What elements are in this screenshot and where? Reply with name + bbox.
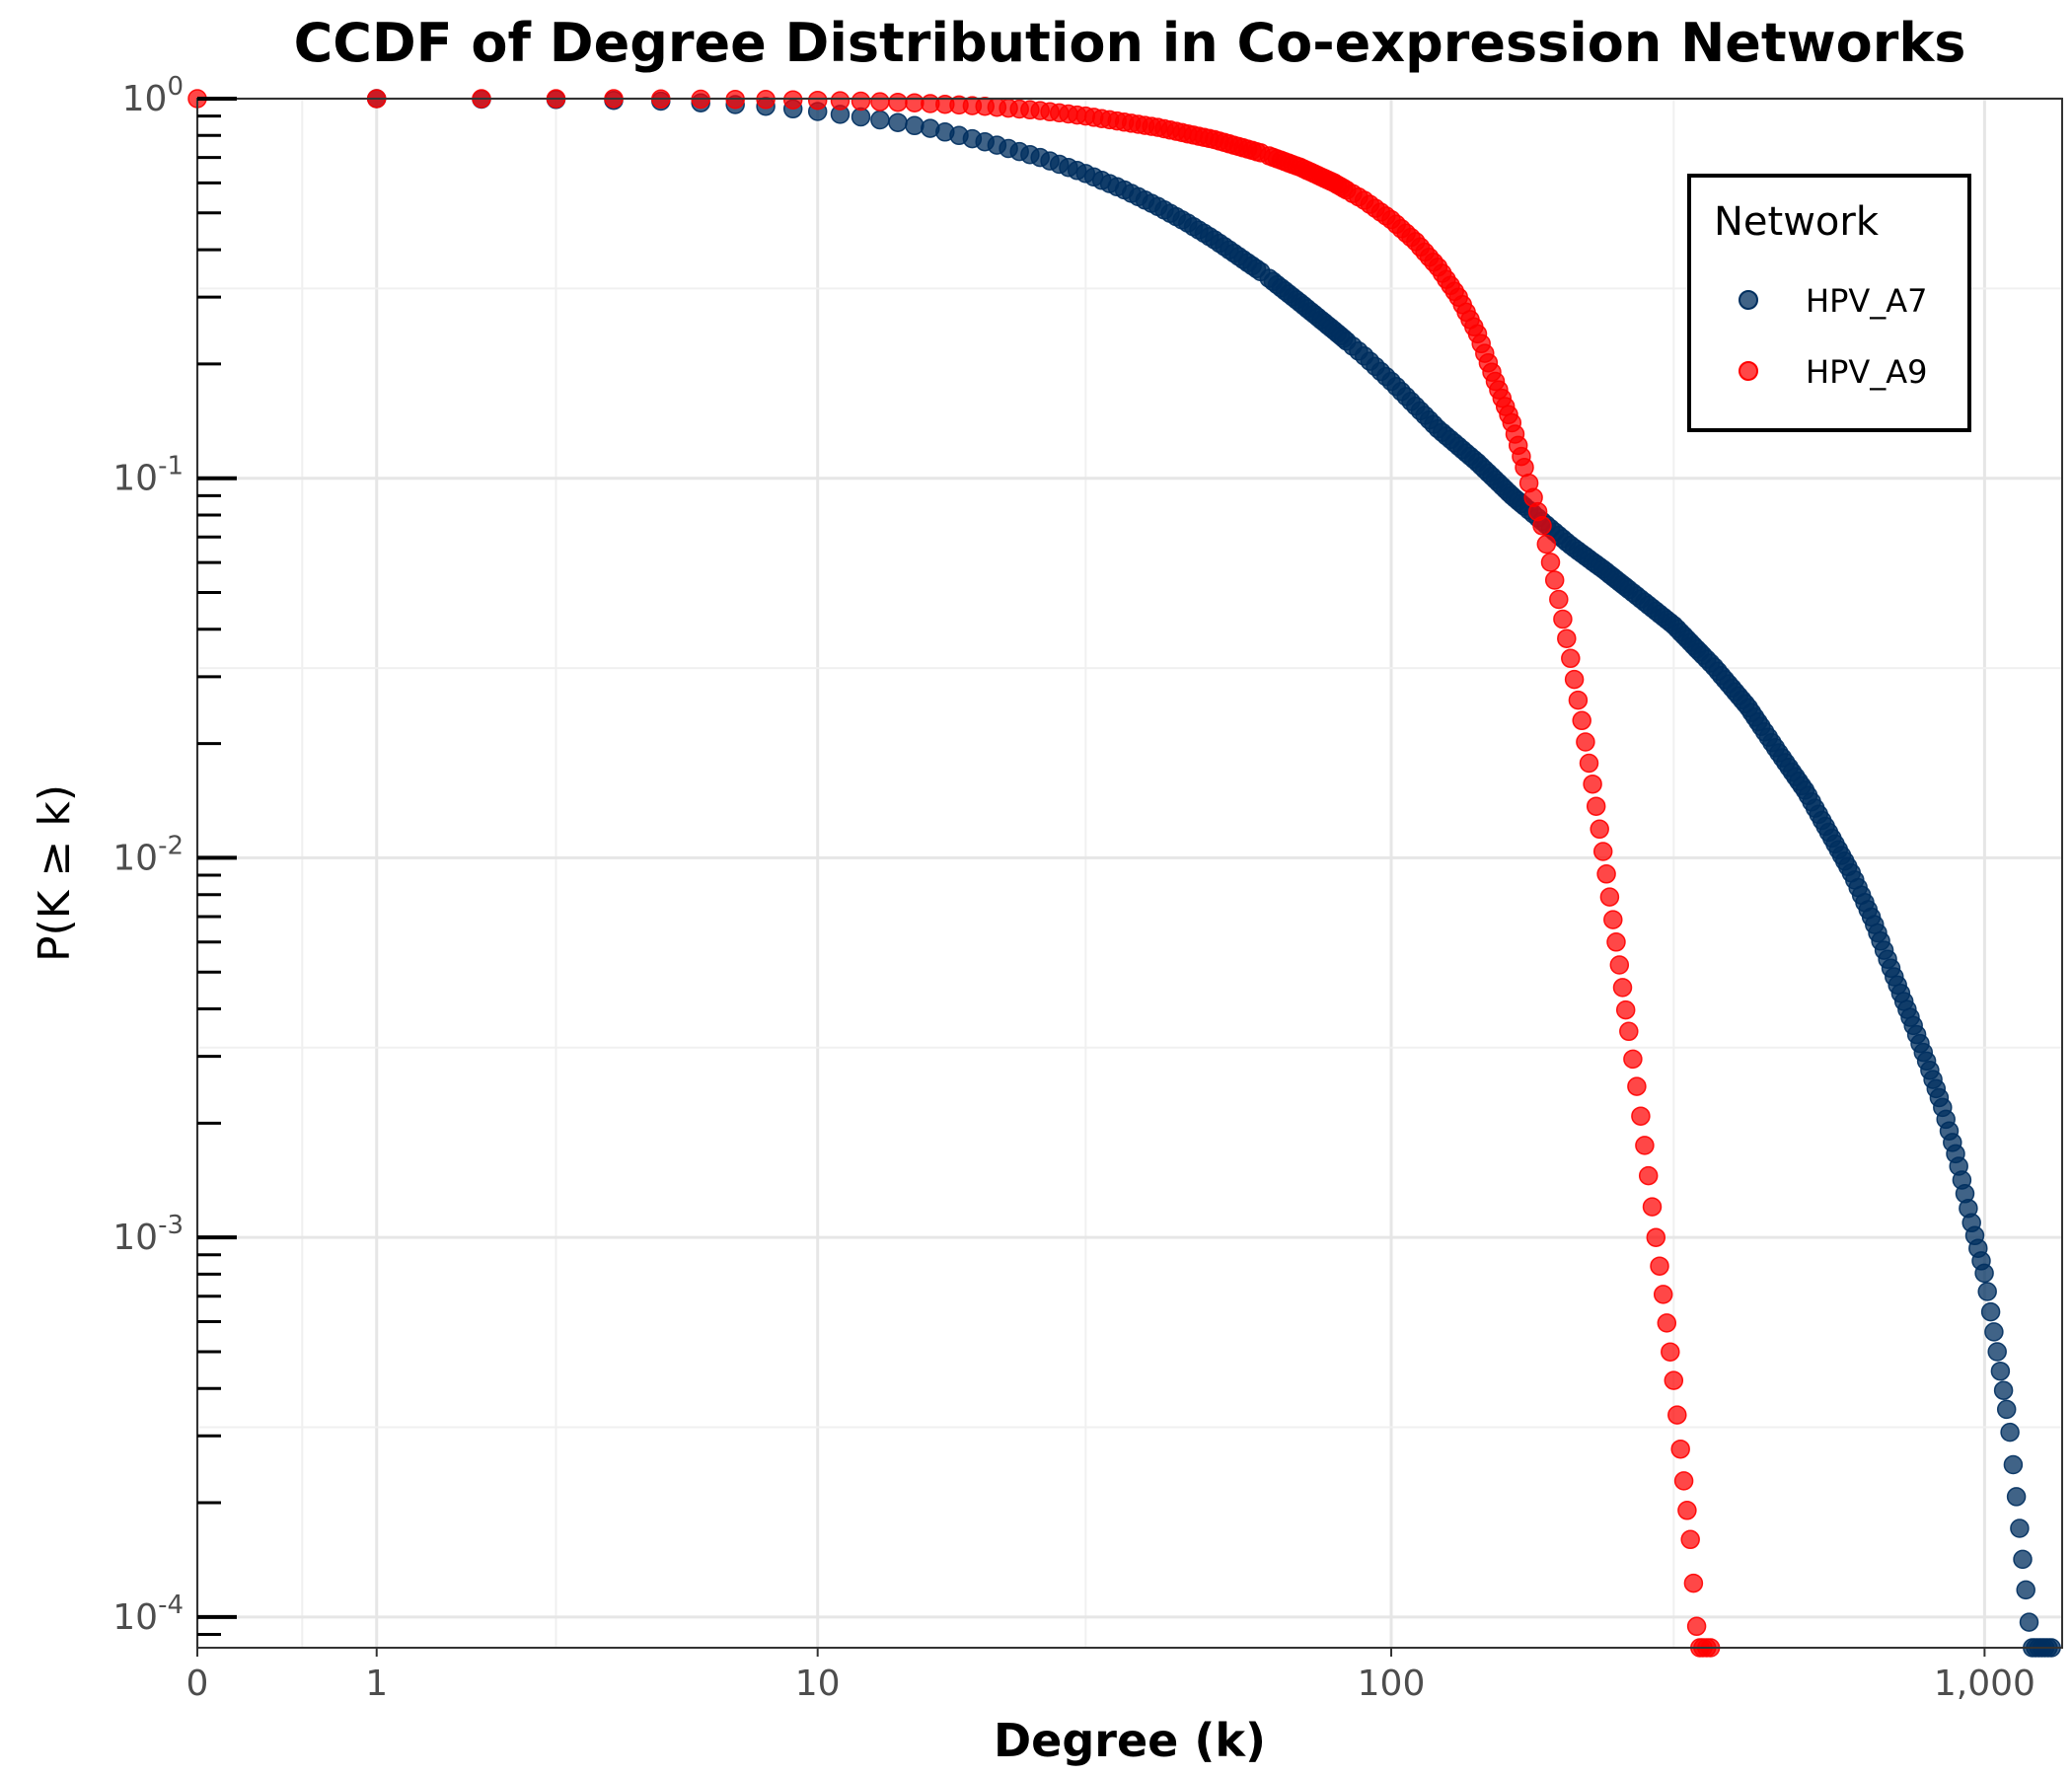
y-tick-label-2: 10-2 xyxy=(112,831,184,878)
point-hpv-a9-14 xyxy=(888,92,908,112)
point-hpv-a9-12 xyxy=(851,91,871,111)
point-hpv-a9-146 xyxy=(1596,864,1616,884)
point-hpv-a9-147 xyxy=(1599,887,1620,907)
legend-marker-hpv-a9 xyxy=(1739,361,1758,381)
point-hpv-a9-170 xyxy=(1680,1529,1700,1550)
y-tick-label-1: 10-1 xyxy=(112,452,184,499)
point-hpv-a9-149 xyxy=(1606,932,1626,952)
x-tick-label-3: 100 xyxy=(1358,1664,1426,1704)
point-hpv-a9-139 xyxy=(1572,710,1591,731)
legend: Network HPV_A7 HPV_A9 xyxy=(1687,174,1971,432)
y-axis: 100 10-1 10-2 10-3 10-4 xyxy=(112,72,237,1638)
point-hpv-a9-158 xyxy=(1638,1165,1659,1186)
point-hpv-a9-129 xyxy=(1532,516,1552,536)
data-points xyxy=(187,89,2061,1658)
point-hpv-a9-154 xyxy=(1623,1049,1643,1070)
point-hpv-a7-263 xyxy=(1990,1361,2011,1381)
point-hpv-a9-168 xyxy=(1673,1471,1694,1491)
point-hpv-a7-265 xyxy=(1996,1399,2017,1420)
x-tick-label-0: 0 xyxy=(186,1664,209,1704)
point-hpv-a7-271 xyxy=(2016,1580,2035,1600)
point-hpv-a9-162 xyxy=(1653,1285,1673,1304)
point-hpv-a9-159 xyxy=(1642,1197,1663,1217)
point-hpv-a9-171 xyxy=(1683,1573,1704,1593)
legend-marker-hpv-a7 xyxy=(1739,290,1758,310)
point-hpv-a9-161 xyxy=(1650,1256,1669,1276)
point-hpv-a9-155 xyxy=(1627,1076,1647,1096)
point-hpv-a9-156 xyxy=(1631,1106,1651,1126)
x-tick-label-2: 10 xyxy=(795,1664,841,1704)
point-hpv-a7-266 xyxy=(2000,1422,2020,1443)
point-hpv-a9-163 xyxy=(1657,1313,1677,1333)
point-hpv-a7-267 xyxy=(2003,1454,2024,1475)
point-hpv-a7-14 xyxy=(905,115,925,136)
point-hpv-a9-130 xyxy=(1536,534,1557,555)
y-axis-label: P(K ≥ k) xyxy=(30,784,80,962)
point-hpv-a9-138 xyxy=(1568,690,1589,710)
x-axis: 0 1 10 100 1,000 xyxy=(186,1648,2035,1704)
point-hpv-a7-258 xyxy=(1974,1263,1994,1284)
point-hpv-a9-166 xyxy=(1667,1405,1687,1425)
point-hpv-a9-135 xyxy=(1557,629,1577,648)
point-hpv-a9-143 xyxy=(1586,796,1606,816)
point-hpv-a9-145 xyxy=(1592,842,1613,861)
point-hpv-a9-153 xyxy=(1619,1021,1639,1042)
point-hpv-a7-259 xyxy=(1977,1282,1997,1301)
chart-title: CCDF of Degree Distribution in Co-expres… xyxy=(294,12,1966,74)
legend-box xyxy=(1687,174,1971,432)
point-hpv-a9-144 xyxy=(1590,819,1609,840)
point-hpv-a9-10 xyxy=(807,90,828,111)
y-tick-label-3: 10-3 xyxy=(112,1211,184,1258)
point-hpv-a9-9 xyxy=(782,90,803,110)
point-hpv-a7-270 xyxy=(2013,1549,2033,1570)
point-hpv-a9-150 xyxy=(1609,955,1630,975)
point-hpv-a7-12 xyxy=(870,110,890,130)
point-hpv-a9-152 xyxy=(1615,999,1636,1020)
point-hpv-a9-160 xyxy=(1646,1227,1666,1247)
point-hpv-a9-133 xyxy=(1549,589,1569,610)
point-hpv-a9-151 xyxy=(1612,978,1633,998)
point-hpv-a9-137 xyxy=(1564,669,1585,690)
point-hpv-a9-140 xyxy=(1576,732,1595,752)
point-hpv-a9-13 xyxy=(870,92,890,111)
legend-title: Network xyxy=(1714,199,1880,245)
legend-label-hpv-a9: HPV_A9 xyxy=(1806,353,1928,391)
point-hpv-a9-165 xyxy=(1664,1370,1684,1390)
x-tick-label-1: 1 xyxy=(365,1664,388,1704)
point-hpv-a7-264 xyxy=(1993,1380,2014,1400)
point-hpv-a7-13 xyxy=(888,112,908,132)
point-hpv-a7-262 xyxy=(1987,1342,2007,1362)
point-hpv-a7-260 xyxy=(1980,1301,2001,1322)
point-hpv-a9-164 xyxy=(1661,1342,1680,1362)
point-hpv-a9-169 xyxy=(1677,1501,1697,1520)
point-hpv-a9-132 xyxy=(1544,570,1565,590)
point-hpv-a9-131 xyxy=(1540,553,1561,572)
point-hpv-a9-142 xyxy=(1583,774,1602,794)
point-hpv-a7-269 xyxy=(2010,1518,2030,1538)
point-hpv-a7-268 xyxy=(2006,1487,2027,1507)
point-hpv-a9-157 xyxy=(1635,1136,1655,1155)
point-hpv-a9-167 xyxy=(1670,1439,1690,1459)
point-hpv-a9-136 xyxy=(1561,648,1581,669)
point-hpv-a9-172 xyxy=(1686,1616,1707,1637)
x-axis-label: Degree (k) xyxy=(994,1714,1266,1767)
grid xyxy=(195,97,2062,1648)
point-hpv-a9-134 xyxy=(1553,609,1573,629)
point-hpv-a7-272 xyxy=(2019,1612,2039,1632)
point-hpv-a9-148 xyxy=(1603,910,1623,929)
point-hpv-a9-11 xyxy=(830,91,851,111)
legend-label-hpv-a7: HPV_A7 xyxy=(1806,282,1928,320)
y-tick-label-4: 10-4 xyxy=(112,1591,184,1638)
point-hpv-a7-261 xyxy=(1984,1322,2004,1342)
plot-frame xyxy=(196,98,2063,1649)
x-tick-label-4: 1,000 xyxy=(1934,1664,2035,1704)
point-hpv-a9-141 xyxy=(1579,753,1599,774)
y-tick-label-0: 100 xyxy=(122,72,184,119)
